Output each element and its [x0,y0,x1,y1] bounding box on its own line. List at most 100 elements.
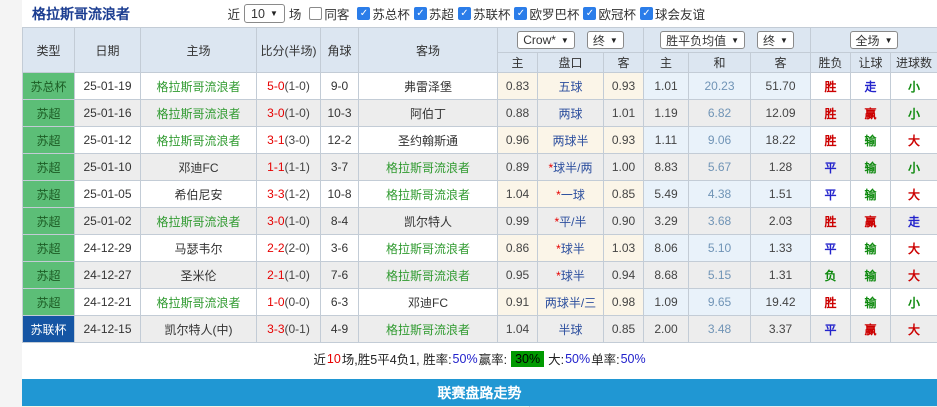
away-team-link[interactable]: 格拉斯哥流浪者 [358,153,498,181]
corner-count: 6-3 [320,288,359,316]
away-team-link[interactable]: 圣约翰斯通 [358,126,498,154]
match-row: 苏总杯 25-01-19 格拉斯哥流浪者 5-0(1-0) 9-0 弗雷泽堡 0.83 五球 0… [22,72,937,100]
summary-segment: 50% [452,351,478,366]
result-goals: 大 [890,261,937,289]
away-team-link[interactable]: 弗雷泽堡 [358,72,498,100]
league-filter-label: 苏联杯 [472,8,511,22]
asia-handicap-line: *平/半 [537,207,604,235]
result-handicap: 输 [850,180,892,208]
match-date: 25-01-02 [74,207,141,235]
col-date: 日期 [74,27,141,73]
scope-dropdown[interactable]: 全场 ▼ [849,31,899,49]
home-team-link[interactable]: 格拉斯哥流浪者 [140,99,257,127]
league-filter[interactable]: ✓ 苏超 [413,4,454,23]
away-team-link[interactable]: 格拉斯哥流浪者 [358,180,498,208]
match-date: 25-01-10 [74,153,141,181]
score-cell: 3-0(1-0) [256,99,321,127]
asia-handicap-line: 五球 [537,72,604,100]
home-team-link[interactable]: 马瑟韦尔 [140,234,257,262]
europe-away-odds: 51.70 [749,72,812,100]
chevron-down-icon: ▼ [884,35,893,45]
checkbox-icon[interactable]: ✓ [583,7,597,20]
stats-summary: 近 10 场,胜5平4负1, 胜率: 50% 赢率: 30% 大: 50% 单率: 50% [22,343,937,374]
home-team-link[interactable]: 格拉斯哥流浪者 [140,288,257,316]
corner-count: 12-2 [320,126,359,154]
asia-handicap-line: 两球 [537,99,604,127]
checkbox-icon[interactable] [309,7,323,20]
score-cell: 3-3(0-1) [256,315,321,343]
league-filter[interactable]: ✓ 欧罗巴杯 [514,4,579,23]
result-goals: 大 [890,234,937,262]
asia-away-odds: 0.90 [603,207,644,235]
away-team-link[interactable]: 格拉斯哥流浪者 [358,261,498,289]
europe-draw-odds: 6.82 [688,99,751,127]
home-team-link[interactable]: 格拉斯哥流浪者 [140,126,257,154]
europe-draw-odds: 5.10 [688,234,751,262]
europe-home-odds: 5.49 [643,180,689,208]
summary-segment: 10 [326,351,341,366]
asia-time-dropdown[interactable]: 终 ▼ [586,31,624,49]
away-team-link[interactable]: 阿伯丁 [358,99,498,127]
checkbox-icon[interactable]: ✓ [457,7,471,20]
checkbox-icon[interactable]: ✓ [514,7,528,20]
summary-segment: 50% [565,351,591,366]
col-goals: 进球数 [890,52,937,73]
asia-home-odds: 0.83 [497,72,538,100]
summary-segment: 50% [620,351,646,366]
col-eu-away: 客 [749,52,812,73]
europe-draw-odds: 9.06 [688,126,751,154]
asia-away-odds: 1.00 [603,153,644,181]
europe-away-odds: 1.31 [749,261,812,289]
corner-count: 10-3 [320,99,359,127]
europe-draw-odds: 5.67 [688,153,751,181]
near-games-dropdown[interactable]: 10 ▼ [244,4,285,23]
col-asia-line: 盘口 [537,52,604,73]
europe-time-dropdown[interactable]: 终 ▼ [757,31,794,49]
match-row: 苏超 25-01-10 邓迪FC 1-1(1-1) 3-7 格拉斯哥流浪者 0.89 *球半/… [22,153,937,181]
home-team-link[interactable]: 希伯尼安 [140,180,257,208]
same-away-filter[interactable]: 同客 [309,4,349,23]
home-team-link[interactable]: 格拉斯哥流浪者 [140,72,257,100]
result-handicap: 走 [850,72,892,100]
home-team-link[interactable]: 圣米伦 [140,261,257,289]
result-handicap: 输 [850,234,892,262]
checkbox-icon[interactable]: ✓ [413,7,427,20]
checkbox-icon[interactable]: ✓ [639,7,653,20]
europe-away-odds: 3.37 [749,315,812,343]
europe-draw-odds: 20.23 [688,72,751,100]
score-cell: 3-3(1-2) [256,180,321,208]
home-team-link[interactable]: 格拉斯哥流浪者 [140,207,257,235]
asia-home-odds: 1.04 [497,180,538,208]
same-away-label: 同客 [324,8,350,22]
asia-handicap-line: 两球半/三 [537,288,604,316]
europe-company-dropdown[interactable]: 胜平负均值 ▼ [660,31,745,49]
europe-away-odds: 19.42 [749,288,812,316]
away-team-link[interactable]: 邓迪FC [358,288,498,316]
europe-home-odds: 3.29 [643,207,689,235]
result-wdl: 平 [810,234,852,262]
europe-away-odds: 12.09 [749,99,812,127]
league-trend-button[interactable]: 联赛盘路走势 [22,379,937,406]
home-team-link[interactable]: 凯尔特人(中) [140,315,257,343]
league-filter[interactable]: ✓ 欧冠杯 [583,4,636,23]
asia-company-dropdown[interactable]: Crow* ▼ [517,31,575,49]
europe-away-odds: 1.51 [749,180,812,208]
league-type-badge: 苏总杯 [22,72,75,100]
europe-draw-odds: 9.65 [688,288,751,316]
league-filter[interactable]: ✓ 苏总杯 [357,4,410,23]
league-filter[interactable]: ✓ 球会友谊 [639,4,705,23]
result-wdl: 负 [810,261,852,289]
checkbox-icon[interactable]: ✓ [357,7,371,20]
away-team-link[interactable]: 凯尔特人 [358,207,498,235]
league-filter-label: 欧冠杯 [598,8,636,22]
summary-segment: 30% [511,350,545,367]
league-filter[interactable]: ✓ 苏联杯 [457,4,511,23]
result-goals: 大 [890,180,937,208]
away-team-link[interactable]: 格拉斯哥流浪者 [358,315,498,343]
asia-home-odds: 0.88 [497,99,538,127]
corner-count: 3-7 [320,153,359,181]
away-team-link[interactable]: 格拉斯哥流浪者 [358,234,498,262]
league-type-badge: 苏超 [22,153,75,181]
home-team-link[interactable]: 邓迪FC [140,153,257,181]
col-score: 比分(半场) [256,27,321,73]
